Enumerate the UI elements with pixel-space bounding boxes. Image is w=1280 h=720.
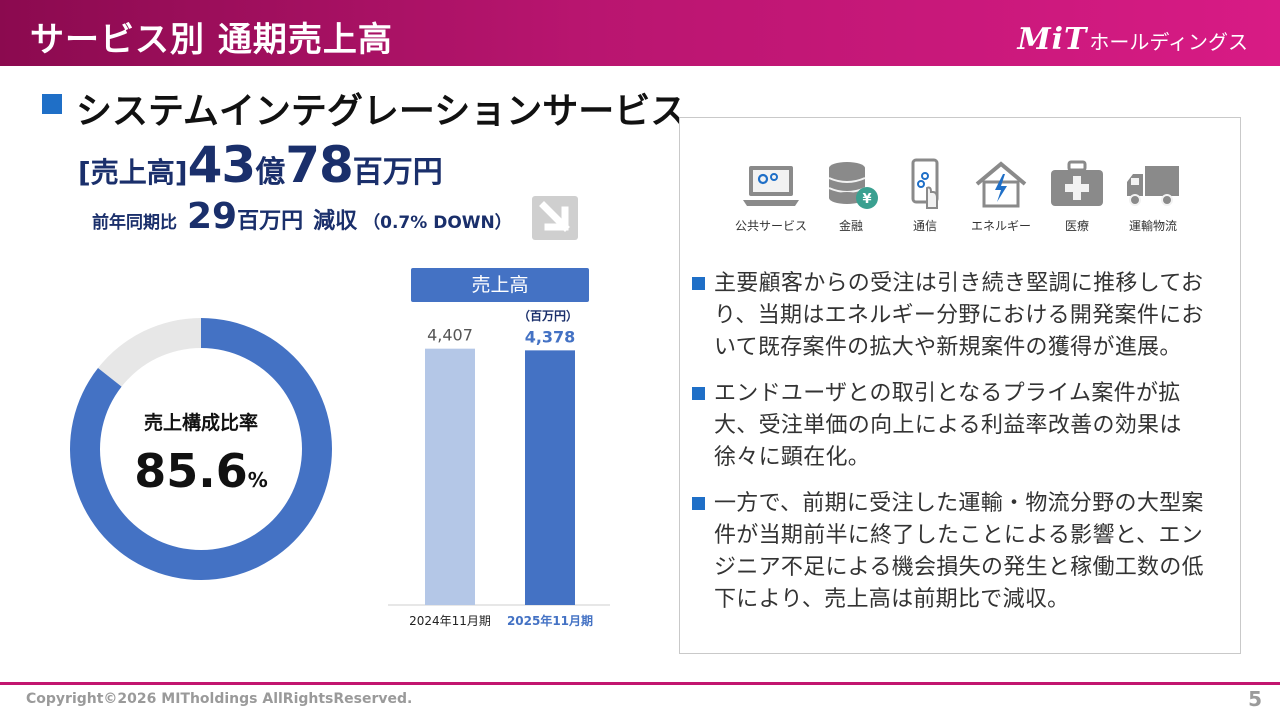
down-arrow-icon bbox=[532, 196, 578, 240]
footer-divider bbox=[0, 682, 1280, 685]
donut-label: 売上構成比率 bbox=[143, 412, 258, 434]
logo-text: ホールディングス bbox=[1089, 30, 1248, 54]
sales-man-unit: 百万円 bbox=[352, 155, 443, 190]
icon-cell-energy: エネルギー bbox=[962, 158, 1040, 238]
bullet-square-icon bbox=[692, 387, 705, 400]
bullet-item: 一方で、前期に受注した運輸・物流分野の大型案件が当期前半に終了したことによる影響… bbox=[692, 488, 1237, 616]
sales-bar-chart: 4,407 4,378 bbox=[388, 326, 610, 606]
sales-oku-unit: 億 bbox=[255, 155, 286, 190]
icon-label: 通信 bbox=[912, 219, 937, 233]
donut-value-number: 85.6 bbox=[134, 444, 248, 498]
bullet-square-icon bbox=[692, 277, 705, 290]
finance-icon: ¥ bbox=[828, 162, 878, 209]
bullet-item: エンドユーザとの取引となるプライム案件が拡大、受注単価の向上による利益率改善の効… bbox=[692, 378, 1237, 474]
donut-value-unit: % bbox=[247, 468, 268, 492]
icon-cell-telecom: 通信 bbox=[886, 158, 964, 238]
section-square-icon bbox=[42, 94, 62, 114]
yoy-result: 減収 bbox=[313, 209, 358, 234]
industry-icons: 公共サービス ¥ 金融 通信 bbox=[732, 158, 1192, 238]
yoy-percent: （0.7% DOWN） bbox=[363, 213, 512, 233]
icon-label: エネルギー bbox=[970, 219, 1031, 233]
bar-chart-unit: （百万円） bbox=[518, 309, 579, 323]
sales-amount: [売上高] 43 億 78 百万円 bbox=[78, 136, 443, 194]
sales-oku-value: 43 bbox=[187, 136, 257, 194]
bullet-item: 主要顧客からの受注は引き続き堅調に推移しており、当期はエネルギー分野における開発… bbox=[692, 268, 1237, 364]
bullet-text: エンドユーザとの取引となるプライム案件が拡大、受注単価の向上による利益率改善の効… bbox=[714, 381, 1182, 470]
icon-label: 金融 bbox=[838, 219, 863, 233]
icon-label: 医療 bbox=[1064, 219, 1089, 233]
svg-text:¥: ¥ bbox=[862, 192, 871, 207]
icon-cell-public: 公共サービス bbox=[732, 158, 810, 238]
copyright-text: Copyright©2026 MITholdings AllRightsRese… bbox=[26, 691, 413, 707]
company-logo: MiT ホールディングス bbox=[1017, 22, 1248, 57]
bar-category-label: 2024年11月期 bbox=[409, 614, 491, 628]
detail-panel: 公共サービス ¥ 金融 通信 bbox=[679, 117, 1241, 654]
donut-value: 85.6% bbox=[70, 444, 332, 498]
bar-0 bbox=[425, 348, 475, 605]
page-number: 5 bbox=[1248, 687, 1262, 711]
telecom-icon bbox=[911, 158, 939, 209]
section-title: システムインテグレーションサービス bbox=[76, 91, 687, 132]
energy-icon bbox=[975, 161, 1027, 208]
icon-cell-finance: ¥ 金融 bbox=[812, 158, 890, 238]
bullet-text: 主要顧客からの受注は引き続き堅調に推移しており、当期はエネルギー分野における開発… bbox=[714, 271, 1204, 360]
bar-value-label: 4,407 bbox=[427, 326, 473, 345]
medical-icon bbox=[1051, 160, 1103, 206]
icon-cell-logistics: 運輸物流 bbox=[1114, 158, 1192, 238]
logistics-icon bbox=[1127, 166, 1179, 206]
logo-mark: MiT bbox=[1017, 22, 1088, 57]
bullet-list: 主要顧客からの受注は引き続き堅調に推移しており、当期はエネルギー分野における開発… bbox=[692, 268, 1237, 630]
sales-label: [売上高] bbox=[78, 156, 188, 189]
bar-1 bbox=[525, 350, 575, 605]
donut-rest-segment bbox=[97, 318, 201, 387]
bullet-text: 一方で、前期に受注した運輸・物流分野の大型案件が当期前半に終了したことによる影響… bbox=[714, 491, 1204, 612]
header-bar: サービス別 通期売上高 MiT ホールディングス bbox=[0, 0, 1280, 66]
bar-value-label: 4,378 bbox=[525, 327, 576, 346]
bullet-square-icon bbox=[692, 497, 705, 510]
yoy-comparison: 前年同期比 29 百万円 減収 （0.7% DOWN） bbox=[92, 196, 512, 237]
yoy-amount-unit: 百万円 bbox=[237, 209, 304, 234]
yoy-amount: 29 bbox=[187, 196, 238, 237]
icon-label: 公共サービス bbox=[734, 219, 807, 233]
public-service-icon bbox=[743, 166, 799, 206]
icon-cell-medical: 医療 bbox=[1038, 158, 1116, 238]
yoy-prefix: 前年同期比 bbox=[92, 213, 177, 233]
bar-category-label: 2025年11月期 bbox=[506, 614, 594, 628]
icon-label: 運輸物流 bbox=[1128, 219, 1177, 233]
bar-chart-title: 売上高 bbox=[411, 268, 589, 302]
sales-man-value: 78 bbox=[285, 136, 354, 194]
sales-share-donut bbox=[70, 318, 332, 580]
page-title: サービス別 通期売上高 bbox=[30, 20, 393, 60]
